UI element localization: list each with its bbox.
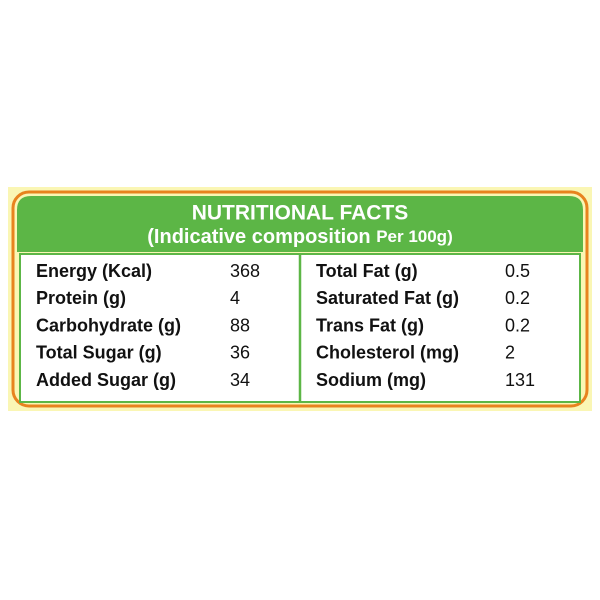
row-label: Saturated Fat (g): [316, 288, 459, 308]
row-value: 34: [230, 370, 250, 390]
row-label: Sodium (mg): [316, 370, 426, 390]
subtitle: (Indicative composition Per 100g): [147, 226, 452, 248]
row-label: Total Sugar (g): [36, 343, 162, 363]
row-label: Protein (g): [36, 288, 126, 308]
subtitle-main: (Indicative composition: [147, 226, 370, 248]
row-value: 2: [505, 343, 515, 363]
row-label: Trans Fat (g): [316, 315, 424, 335]
row-value: 368: [230, 261, 260, 281]
row-label: Energy (Kcal): [36, 261, 152, 281]
title: NUTRITIONAL FACTS: [192, 202, 409, 225]
subtitle-unit: Per 100g): [376, 227, 453, 246]
row-value: 0.2: [505, 315, 530, 335]
row-label: Total Fat (g): [316, 261, 418, 281]
row-value: 0.5: [505, 261, 530, 281]
row-value: 4: [230, 288, 240, 308]
row-value: 88: [230, 315, 250, 335]
row-value: 0.2: [505, 288, 530, 308]
header-band: [17, 196, 583, 252]
table-rows: Energy (Kcal) 368 Protein (g) 4 Carbohydrate…: [36, 261, 535, 390]
row-label: Added Sugar (g): [36, 370, 176, 390]
row-label: Cholesterol (mg): [316, 343, 459, 363]
row-value: 131: [505, 370, 535, 390]
row-label: Carbohydrate (g): [36, 315, 181, 335]
row-value: 36: [230, 343, 250, 363]
